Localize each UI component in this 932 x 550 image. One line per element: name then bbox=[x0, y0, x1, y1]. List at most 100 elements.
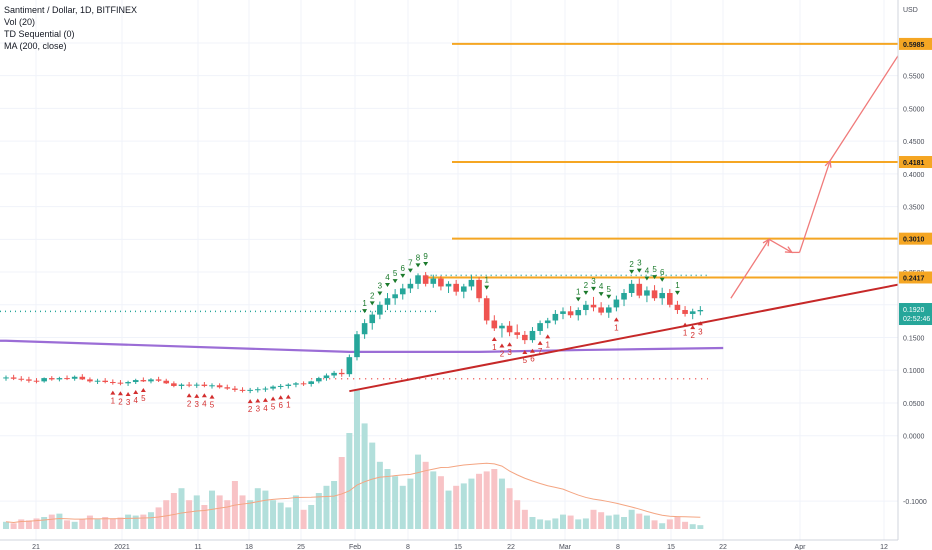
candle-body bbox=[361, 323, 368, 335]
candle-body bbox=[262, 388, 269, 390]
level-price-tag bbox=[899, 37, 932, 50]
candle-body bbox=[33, 380, 40, 382]
td-count-label: 6 bbox=[278, 401, 283, 410]
candle-body bbox=[583, 304, 589, 311]
volume-bar bbox=[521, 509, 528, 529]
candle-body bbox=[163, 380, 170, 384]
candle-body bbox=[438, 278, 444, 287]
candle-body bbox=[300, 383, 307, 385]
volume-bar bbox=[270, 500, 277, 529]
td-count-label: 1 bbox=[484, 276, 489, 285]
td-count-label: 2 bbox=[690, 331, 695, 340]
td-count-label: 6 bbox=[401, 264, 406, 273]
price-tick-label: 0.1500 bbox=[903, 336, 925, 343]
candle-body bbox=[178, 384, 185, 386]
projection-segment bbox=[730, 238, 770, 299]
volume-bar bbox=[3, 521, 9, 529]
candle-body bbox=[552, 313, 559, 321]
td-buy-arrow bbox=[201, 393, 207, 398]
price-tick-label: 0.0500 bbox=[903, 401, 925, 408]
volume-bar bbox=[277, 502, 284, 529]
candles bbox=[3, 272, 704, 394]
td-buy-arrow bbox=[186, 393, 192, 398]
td-count-label: 2 bbox=[248, 405, 253, 414]
time-tick-label: 8 bbox=[406, 544, 410, 550]
volume-bar bbox=[155, 507, 162, 529]
candle-body bbox=[377, 304, 383, 315]
volume-bar bbox=[598, 512, 605, 529]
td-buy-arrow bbox=[125, 391, 131, 396]
candle-body bbox=[415, 275, 421, 284]
price-tick-label: 0.5000 bbox=[903, 106, 925, 113]
td-sell-arrow bbox=[575, 297, 581, 302]
candle-body bbox=[621, 292, 627, 300]
td-count-label: 1 bbox=[576, 287, 581, 296]
candle-body bbox=[674, 304, 681, 311]
td-sell-arrow bbox=[484, 285, 490, 290]
time-tick-label: 12 bbox=[880, 544, 888, 550]
td-count-label: 1 bbox=[111, 397, 116, 406]
time-tick-label: Mar bbox=[559, 544, 572, 550]
volume-bar bbox=[33, 518, 40, 529]
td-sell-arrow bbox=[385, 282, 390, 287]
td-count-label: 6 bbox=[530, 355, 535, 364]
td-sell-arrow bbox=[392, 279, 398, 284]
volume-bar bbox=[636, 513, 643, 529]
candle-body bbox=[590, 304, 597, 308]
volume-bar bbox=[613, 514, 620, 529]
volume-bar bbox=[285, 507, 292, 529]
candle-body bbox=[209, 385, 215, 387]
td-indicator-label[interactable]: TD Sequential (0) bbox=[4, 29, 75, 39]
candle-body bbox=[247, 389, 253, 391]
candle-body bbox=[491, 320, 498, 329]
volume-bar bbox=[18, 519, 25, 529]
vol-indicator-label[interactable]: Vol (20) bbox=[4, 17, 36, 27]
projection-segment bbox=[798, 160, 831, 253]
td-buy-arrow bbox=[117, 391, 123, 396]
td-count-label: 9 bbox=[423, 252, 428, 261]
ma-indicator-label[interactable]: MA (200, close) bbox=[4, 41, 67, 51]
volume-bar bbox=[476, 473, 483, 529]
time-tick-label: 25 bbox=[297, 544, 305, 550]
td-buy-arrow bbox=[262, 397, 268, 402]
candle-body bbox=[628, 283, 635, 293]
td-sell-arrow bbox=[407, 268, 413, 273]
volume-bar bbox=[125, 514, 132, 529]
price-tick-label: 0.1000 bbox=[903, 368, 925, 375]
td-count-label: 1 bbox=[492, 343, 497, 352]
candle-body bbox=[499, 325, 505, 329]
td-count-label: 2 bbox=[370, 291, 375, 300]
volume-bar bbox=[437, 476, 444, 529]
price-tick-label: 0.3500 bbox=[903, 205, 925, 212]
td-count-label: 5 bbox=[141, 394, 146, 403]
candle-body bbox=[605, 307, 612, 313]
time-axis[interactable]: 21 2021 11 18 25 Feb 8 15 22 Mar 8 15 22 Apr 12 bbox=[0, 539, 898, 550]
candle-body bbox=[575, 310, 582, 316]
volume-bar bbox=[331, 481, 338, 529]
candle-body bbox=[18, 378, 25, 380]
price-axis[interactable]: 0.60000.55000.50000.45000.40000.35000.30… bbox=[897, 0, 932, 540]
candle-body bbox=[239, 389, 246, 391]
volume-bar bbox=[659, 523, 666, 529]
volume-bar bbox=[506, 488, 513, 529]
candle-body bbox=[369, 314, 376, 324]
volume-bar bbox=[567, 515, 574, 529]
volume-bar bbox=[430, 471, 437, 529]
candle-body bbox=[384, 298, 391, 305]
projection-arrows[interactable] bbox=[730, 41, 908, 299]
candle-body bbox=[651, 290, 658, 299]
td-buy-arrow bbox=[285, 394, 291, 399]
volume-bar bbox=[399, 485, 406, 529]
trendline[interactable] bbox=[349, 277, 930, 393]
candle-body bbox=[682, 310, 688, 314]
time-tick-label: 18 bbox=[245, 544, 253, 550]
volume-bar bbox=[392, 476, 399, 529]
candle-body bbox=[140, 380, 147, 382]
symbol-title[interactable]: Santiment / Dollar, 1D, BITFINEX bbox=[4, 5, 138, 15]
volume-bar bbox=[590, 509, 597, 529]
volume-bar bbox=[445, 490, 452, 529]
td-buy-arrow bbox=[537, 340, 543, 345]
candle-body bbox=[285, 384, 292, 386]
price-tick-label: 0.5500 bbox=[903, 74, 925, 81]
